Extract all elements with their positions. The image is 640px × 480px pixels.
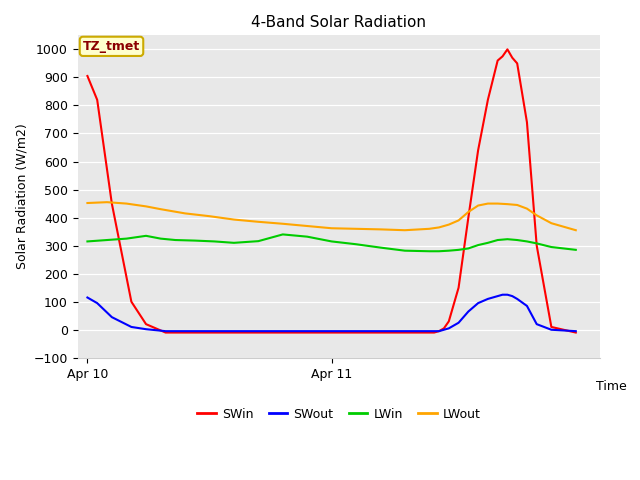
Text: TZ_tmet: TZ_tmet — [83, 40, 140, 53]
Text: Time: Time — [596, 380, 627, 394]
Legend: SWin, SWout, LWin, LWout: SWin, SWout, LWin, LWout — [192, 403, 486, 426]
Title: 4-Band Solar Radiation: 4-Band Solar Radiation — [252, 15, 426, 30]
Y-axis label: Solar Radiation (W/m2): Solar Radiation (W/m2) — [15, 124, 28, 269]
